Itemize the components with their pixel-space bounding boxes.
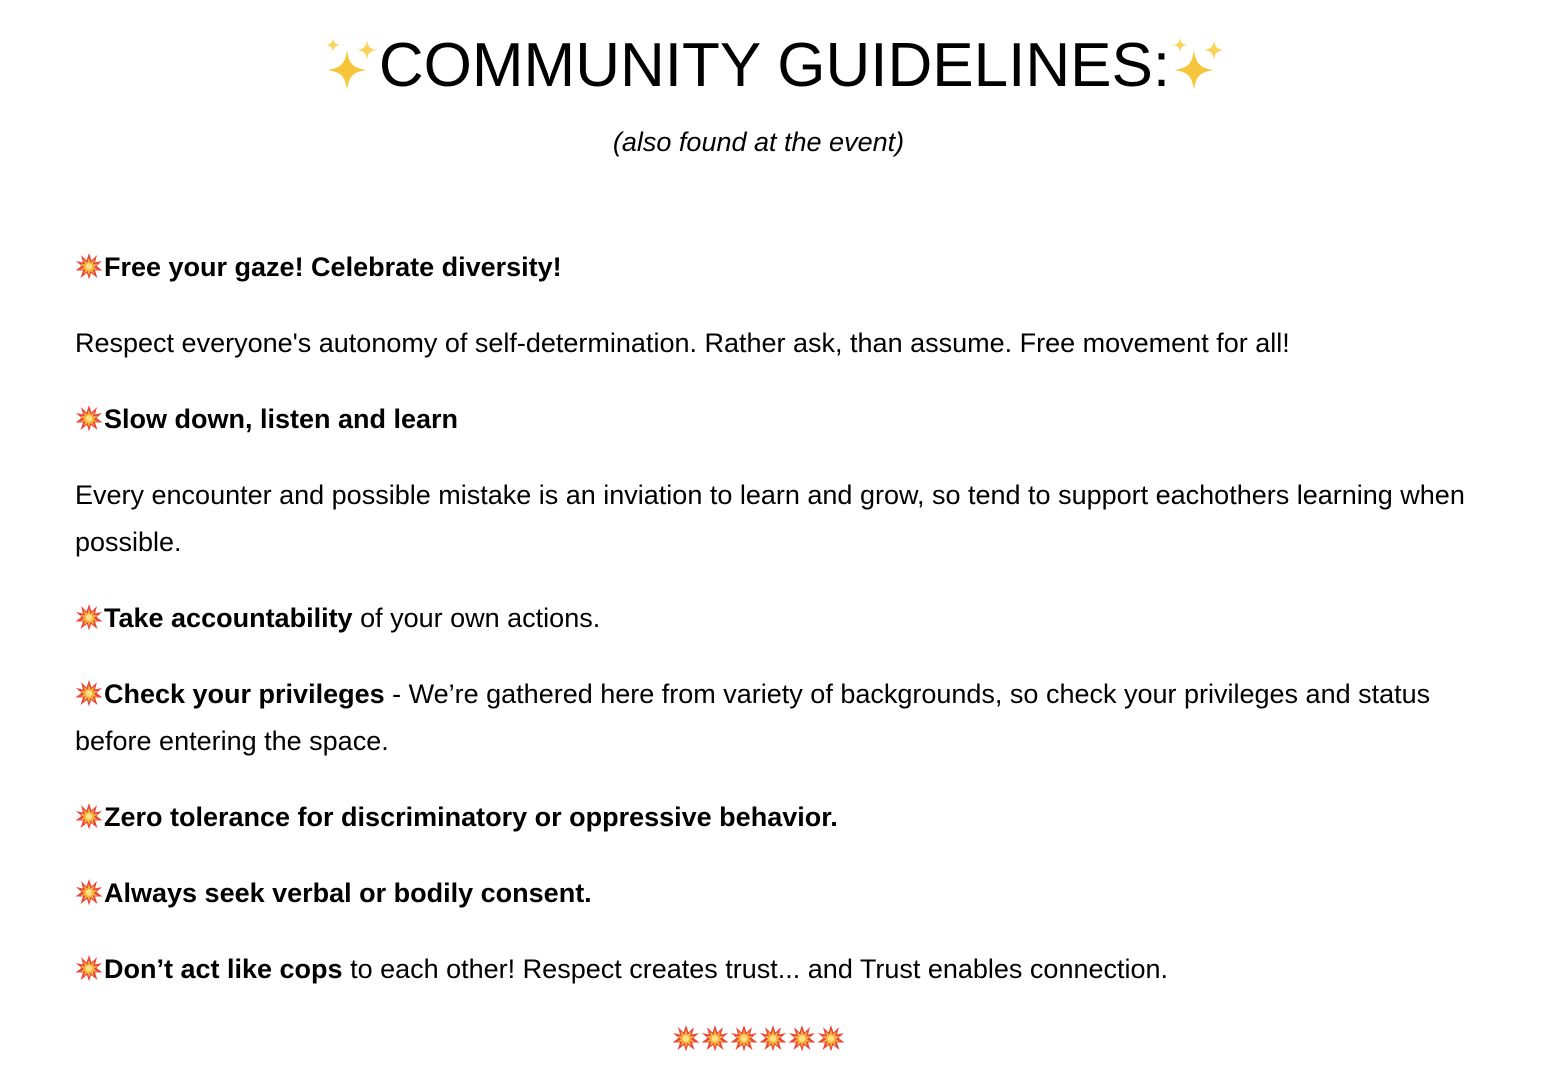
guideline-paragraph: Always seek verbal or bodily consent. — [75, 870, 1475, 917]
collision-icon — [759, 1024, 787, 1052]
page-title: COMMUNITY GUIDELINES: — [378, 31, 1171, 100]
guidelines-list: Free your gaze! Celebrate diversity! Resp… — [75, 244, 1475, 1022]
sparkles-icon — [323, 36, 379, 96]
guideline-text: to each other! Respect creates trust... … — [342, 954, 1169, 984]
guideline-paragraph: Respect everyone's autonomy of self-dete… — [75, 320, 1475, 367]
collision-icon — [75, 878, 103, 906]
collision-icon — [75, 252, 103, 280]
guideline-paragraph: Don’t act like cops to each other! Respe… — [75, 946, 1475, 993]
collision-icon — [75, 679, 103, 707]
page-subtitle: (also found at the event) — [612, 127, 905, 157]
guideline-text: - We’re gathered here from variety of ba… — [75, 679, 1431, 756]
guideline-heading: Don’t act like cops — [104, 954, 343, 984]
collision-icon — [672, 1024, 700, 1052]
collision-icon — [75, 802, 103, 830]
guideline-text: Every encounter and possible mistake is … — [75, 480, 1465, 557]
guideline-heading: Zero tolerance for discriminatory or opp… — [104, 802, 838, 832]
collision-icon — [730, 1024, 758, 1052]
guideline-paragraph: Every encounter and possible mistake is … — [75, 472, 1475, 566]
guideline-heading: Free your gaze! Celebrate diversity! — [104, 252, 562, 282]
collision-icon — [75, 404, 103, 432]
collision-icon — [817, 1024, 845, 1052]
guideline-heading: Slow down, listen and learn — [104, 404, 459, 434]
title-row: COMMUNITY GUIDELINES: — [0, 28, 1549, 104]
guideline-paragraph: Take accountability of your own actions. — [75, 595, 1475, 642]
sparkles-icon — [1170, 36, 1226, 96]
collision-icon — [701, 1024, 729, 1052]
footer-decoration — [0, 1024, 1533, 1053]
guideline-heading: Take accountability — [104, 603, 353, 633]
guideline-heading: Always seek verbal or bodily consent. — [104, 878, 592, 908]
guideline-text: Respect everyone's autonomy of self-dete… — [75, 328, 1290, 358]
guideline-text: of your own actions. — [352, 603, 601, 633]
collision-icon — [788, 1024, 816, 1052]
guideline-paragraph: Slow down, listen and learn — [75, 396, 1475, 443]
collision-icon — [75, 954, 103, 982]
guideline-paragraph: Free your gaze! Celebrate diversity! — [75, 244, 1475, 291]
guideline-paragraph: Zero tolerance for discriminatory or opp… — [75, 794, 1475, 841]
guideline-paragraph: Check your privileges - We’re gathered h… — [75, 671, 1475, 765]
guideline-heading: Check your privileges — [104, 679, 385, 709]
collision-icon — [75, 603, 103, 631]
